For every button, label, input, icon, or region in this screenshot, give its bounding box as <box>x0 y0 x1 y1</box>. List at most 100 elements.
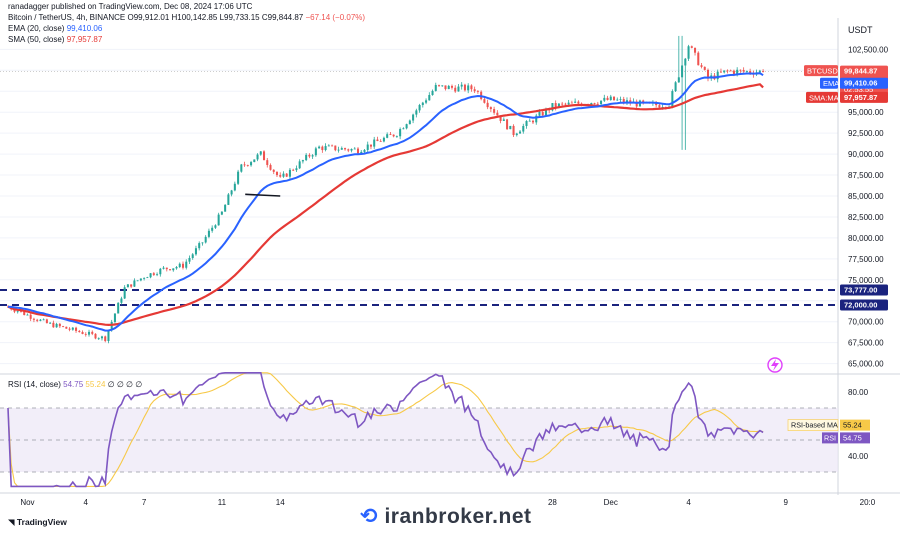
candle-body <box>564 103 567 105</box>
candle-body <box>570 102 573 104</box>
candle-body <box>609 96 612 100</box>
ohlc-high: H100,142.85 <box>171 13 218 22</box>
candle-body <box>447 85 450 90</box>
candle-body <box>185 261 188 268</box>
candle-body <box>745 71 748 72</box>
candle-body <box>275 171 279 176</box>
candle-body <box>677 77 680 83</box>
sma-price-badge: 97,957.87 <box>840 91 888 103</box>
ohlc-low: L99,733.15 <box>219 13 260 22</box>
candle-body <box>68 328 71 330</box>
candle-body <box>431 90 434 96</box>
candle-body <box>156 274 159 276</box>
tradingview-logo[interactable]: ◥ TradingView <box>8 517 67 528</box>
candle-body <box>123 287 126 299</box>
candles <box>6 35 765 344</box>
candle-body <box>75 327 78 331</box>
rsi-val-text: 54.75 <box>843 433 862 442</box>
candle-body <box>87 331 91 335</box>
candle-body <box>386 134 389 138</box>
support-levels <box>0 289 838 306</box>
candle-body <box>596 103 599 105</box>
time-tick-label: 14 <box>276 498 285 507</box>
candle-body <box>642 100 645 103</box>
time-tick-label: Nov <box>20 498 34 507</box>
last-price-badge-text: 99,844.87 <box>844 67 877 76</box>
candle-body <box>256 154 259 160</box>
candle-body <box>700 65 703 67</box>
price-badges: BTCUSDT99,844.87+39.02%02:53:55EMA99,410… <box>787 65 888 444</box>
price-tick-label: 102,500.00 <box>848 45 889 54</box>
price-tick-label: 75,000.00 <box>848 276 884 285</box>
sma-legend-value: 97,957.87 <box>66 35 103 44</box>
price-tick-label: 65,000.00 <box>848 360 884 369</box>
candle-body <box>259 151 262 155</box>
candle-body <box>687 46 690 59</box>
candle-body <box>78 330 81 333</box>
rsi-ma-legend-value: 55.24 <box>85 380 106 389</box>
candle-body <box>415 110 418 115</box>
rsi-ma-badge: RSI-based MA 55.24 <box>787 419 870 431</box>
candle-body <box>671 91 674 107</box>
candle-body <box>463 84 466 91</box>
lightning-icon[interactable] <box>767 357 783 373</box>
rsi-ma-line <box>7 372 764 487</box>
candle-body <box>201 242 204 244</box>
candle-body <box>541 111 544 116</box>
time-tick-label: Dec <box>604 498 618 507</box>
currency-label[interactable]: USDT <box>848 25 873 35</box>
candle-body <box>522 125 525 132</box>
sma-legend[interactable]: SMA (50, close) 97,957.87 <box>8 35 102 44</box>
candle-body <box>81 332 84 334</box>
sma-legend-label: SMA (50, close) <box>8 35 65 44</box>
ema-price-badge-text: 99,410.06 <box>844 79 877 88</box>
candle-body <box>402 128 405 130</box>
candle-body <box>120 298 123 303</box>
ema-legend-label: EMA (20, close) <box>8 24 65 33</box>
candle-body <box>172 268 175 271</box>
ema-price-badge: 99,410.06 <box>840 77 888 89</box>
candle-body <box>360 151 363 154</box>
price-tick-label: 85,000.00 <box>848 192 884 201</box>
candle-body <box>217 214 220 226</box>
candle-body <box>444 85 447 90</box>
candle-body <box>292 169 295 171</box>
candle-body <box>376 139 379 142</box>
candle-body <box>308 154 311 157</box>
rsi-legend-value: 54.75 <box>63 380 84 389</box>
candle-body <box>211 227 214 231</box>
candle-body <box>739 69 742 71</box>
time-tick-label: 11 <box>218 498 227 507</box>
price-tick-label: 87,500.00 <box>848 171 884 180</box>
candle-body <box>412 114 415 121</box>
candle-body <box>658 105 661 108</box>
candle-body <box>467 85 470 91</box>
trendline-drawing[interactable] <box>245 193 281 197</box>
candle-body <box>321 146 324 151</box>
candle-body <box>97 338 100 340</box>
watermark-text: iranbroker.net <box>384 505 532 528</box>
candle-body <box>340 148 343 150</box>
candle-body <box>353 148 356 150</box>
candle-body <box>55 323 58 328</box>
candle-body <box>62 326 65 328</box>
candle-body <box>65 326 68 329</box>
candle-body <box>363 149 366 152</box>
candle-body <box>224 204 227 212</box>
time-axis: Nov 4 7 11 14 28 Dec 4 9 20:0 <box>20 498 875 507</box>
rsi-legend[interactable]: RSI (14, close) 54.75 55.24 ∅ ∅ ∅ ∅ <box>8 380 142 389</box>
candle-body <box>736 69 739 74</box>
time-tick-label: 7 <box>142 498 147 507</box>
candle-body <box>719 71 722 73</box>
candle-body <box>525 121 528 126</box>
candle-body <box>619 98 622 100</box>
candle-body <box>499 115 502 121</box>
btcusdt-tag-text: BTCUSDT <box>807 67 843 76</box>
price-tick-label: 90,000.00 <box>848 150 884 159</box>
candle-body <box>502 119 505 121</box>
candle-body <box>706 69 710 79</box>
ema-legend[interactable]: EMA (20, close) 99,410.06 <box>8 24 102 33</box>
price-tick-label: 95,000.00 <box>848 108 884 117</box>
rsi-ma-val-text: 55.24 <box>843 421 862 430</box>
